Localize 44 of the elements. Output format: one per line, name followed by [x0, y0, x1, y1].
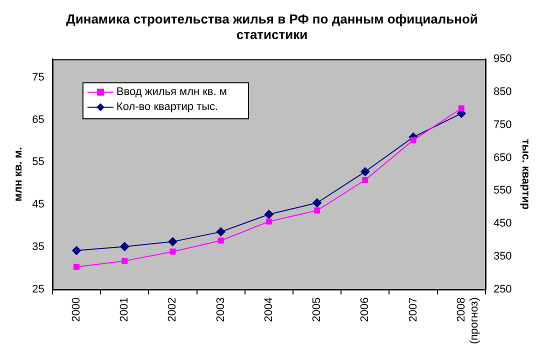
y-tick-label: 65: [32, 114, 44, 126]
y-tick-label: 55: [32, 156, 44, 168]
y2-tick-label: 450: [493, 218, 512, 230]
point: [312, 198, 322, 208]
point: [362, 177, 368, 183]
point: [72, 246, 81, 256]
legend-label: Кол-во квартир тыс.: [116, 101, 218, 114]
x-tick-label: 2003: [214, 297, 227, 322]
y2-tick-label: 550: [493, 184, 512, 197]
y-axis-title: млн кв. м.: [12, 147, 25, 202]
point: [360, 167, 370, 176]
chart-title: Динамика строительства жилья в РФ по данным официальной статистики: [66, 11, 478, 42]
y-tick-label: 45: [32, 198, 44, 211]
x-tick-label: 2000: [70, 297, 83, 322]
point: [264, 210, 274, 219]
y2-tick-label: 850: [493, 86, 512, 98]
x-tick-label: 2001: [118, 297, 131, 322]
point: [458, 105, 464, 112]
x-tick-label: 2004: [262, 297, 275, 322]
x-tick-label: 2008 (прогноз): [455, 297, 481, 344]
y2-tick-label: 250: [493, 283, 512, 296]
y2-tick-label: 350: [493, 250, 512, 263]
point: [218, 238, 224, 244]
point: [266, 218, 272, 225]
x-tick-label: 2005: [311, 297, 324, 322]
y-tick-label: 75: [32, 71, 44, 84]
x-tick-label: 2006: [359, 297, 372, 322]
y2-axis-title: тыс. квартир: [519, 138, 532, 210]
legend-label: Ввод жилья млн кв. м: [116, 86, 227, 98]
point: [74, 264, 80, 270]
x-tick-label: 2007: [407, 297, 420, 322]
point: [216, 227, 226, 236]
point: [122, 258, 128, 264]
x-tick-label: 2002: [166, 297, 179, 322]
point: [170, 248, 176, 255]
point: [120, 242, 130, 252]
y2-tick-label: 650: [493, 152, 512, 164]
y-tick-label: 25: [32, 283, 44, 296]
y-tick-label: 35: [32, 241, 44, 253]
point: [410, 137, 416, 144]
point: [168, 237, 178, 246]
y2-tick-label: 950: [493, 53, 512, 66]
y2-tick-label: 750: [493, 118, 512, 131]
point: [314, 208, 320, 214]
